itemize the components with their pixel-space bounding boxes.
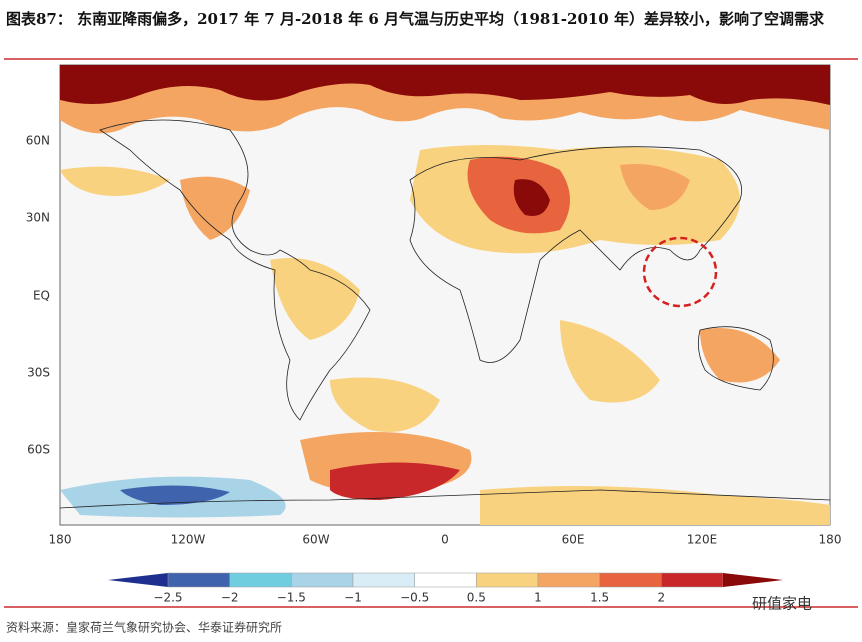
colorbar-label: 0.5	[467, 591, 486, 605]
colorbar-segment	[167, 572, 230, 588]
colorbar-label: 1	[534, 591, 542, 605]
colorbar-label: −1	[344, 591, 362, 605]
lon-label: 180	[49, 533, 72, 547]
colorbar-label: −2	[221, 591, 239, 605]
lat-label: 30N	[26, 211, 50, 225]
colorbar-label: 1.5	[590, 591, 609, 605]
colorbar-segment	[291, 572, 354, 588]
colorbar-arrow	[108, 573, 168, 587]
anomaly-fill	[60, 65, 830, 525]
lat-label: 30S	[27, 366, 50, 380]
lat-labels: 60N 30N EQ 30S 60S	[26, 134, 50, 457]
lon-label: 120E	[687, 533, 718, 547]
colorbar-label: −2.5	[153, 591, 182, 605]
colorbar-segment	[476, 572, 539, 588]
lon-label: 180	[819, 533, 842, 547]
figure-title: 图表87： 东南亚降雨偏多，2017 年 7 月-2018 年 6 月气温与历史…	[6, 10, 824, 28]
map: 60N 30N EQ 30S 60S 180 120W 60W 0 60E 12…	[26, 64, 842, 547]
lat-label: 60N	[26, 134, 50, 148]
colorbar-segment	[352, 572, 415, 588]
source: 资料来源：皇家荷兰气象研究协会、华泰证券研究所	[6, 620, 282, 635]
watermark: 研值家电	[752, 595, 812, 613]
colorbar-arrow	[723, 573, 783, 587]
lon-label: 120W	[171, 533, 206, 547]
colorbar-segment	[599, 572, 662, 588]
lon-labels: 180 120W 60W 0 60E 120E 180	[49, 533, 842, 547]
lat-label: 60S	[27, 443, 50, 457]
colorbar: −2.5 −2 −1.5 −1 −0.5 0.5 1 1.5 2	[108, 572, 783, 605]
coastlines	[59, 119, 831, 509]
lat-label: EQ	[33, 289, 50, 303]
lon-label: 0	[441, 533, 449, 547]
highlight-circle	[642, 236, 718, 308]
colorbar-segment	[537, 572, 600, 588]
colorbar-label: −0.5	[400, 591, 429, 605]
lon-label: 60E	[562, 533, 585, 547]
colorbar-segment	[414, 572, 477, 588]
lon-label: 60W	[302, 533, 329, 547]
colorbar-segment	[229, 572, 292, 588]
colorbar-label: −1.5	[277, 591, 306, 605]
colorbar-segment	[661, 572, 724, 588]
colorbar-label: 2	[658, 591, 666, 605]
